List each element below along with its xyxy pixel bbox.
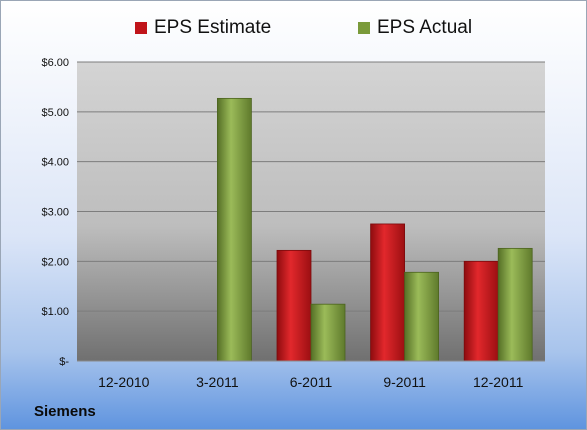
bar-eps-estimate [370,223,406,362]
y-tick-label: $- [59,356,69,368]
y-axis-ticks: $- $1.00 $2.00 $3.00 $4.00 $5.00 $6.00 [41,57,69,368]
bar-eps-actual [310,303,346,362]
x-tick-label: 12-2011 [473,374,524,390]
bar-eps-actual [497,247,533,362]
x-tick-label: 3-2011 [196,374,239,390]
legend-swatch-estimate [135,22,147,34]
x-tick-label: 12-2010 [98,374,150,390]
bar-eps-estimate [276,249,312,362]
y-tick-label: $1.00 [41,306,69,318]
y-tick-label: $6.00 [41,57,69,69]
y-tick-label: $2.00 [41,256,69,268]
legend-label-estimate: EPS Estimate [154,17,272,38]
legend-item-eps-estimate: EPS Estimate [135,15,271,41]
legend-item-eps-actual: EPS Actual [358,15,472,41]
bar-eps-actual [216,97,252,362]
bar-eps-actual [404,271,440,362]
legend-label-actual: EPS Actual [377,17,473,38]
bars [216,97,533,362]
company-label: Siemens [34,403,96,420]
y-tick-label: $5.00 [41,107,69,119]
y-tick-label: $4.00 [41,157,69,169]
x-axis-ticks: 12-2010 3-2011 6-2011 9-2011 12-2011 [98,374,523,390]
x-tick-label: 9-2011 [383,374,426,390]
y-tick-label: $3.00 [41,207,69,219]
bar-eps-estimate [463,260,499,362]
x-tick-label: 6-2011 [290,374,333,390]
legend-swatch-actual [358,22,370,34]
